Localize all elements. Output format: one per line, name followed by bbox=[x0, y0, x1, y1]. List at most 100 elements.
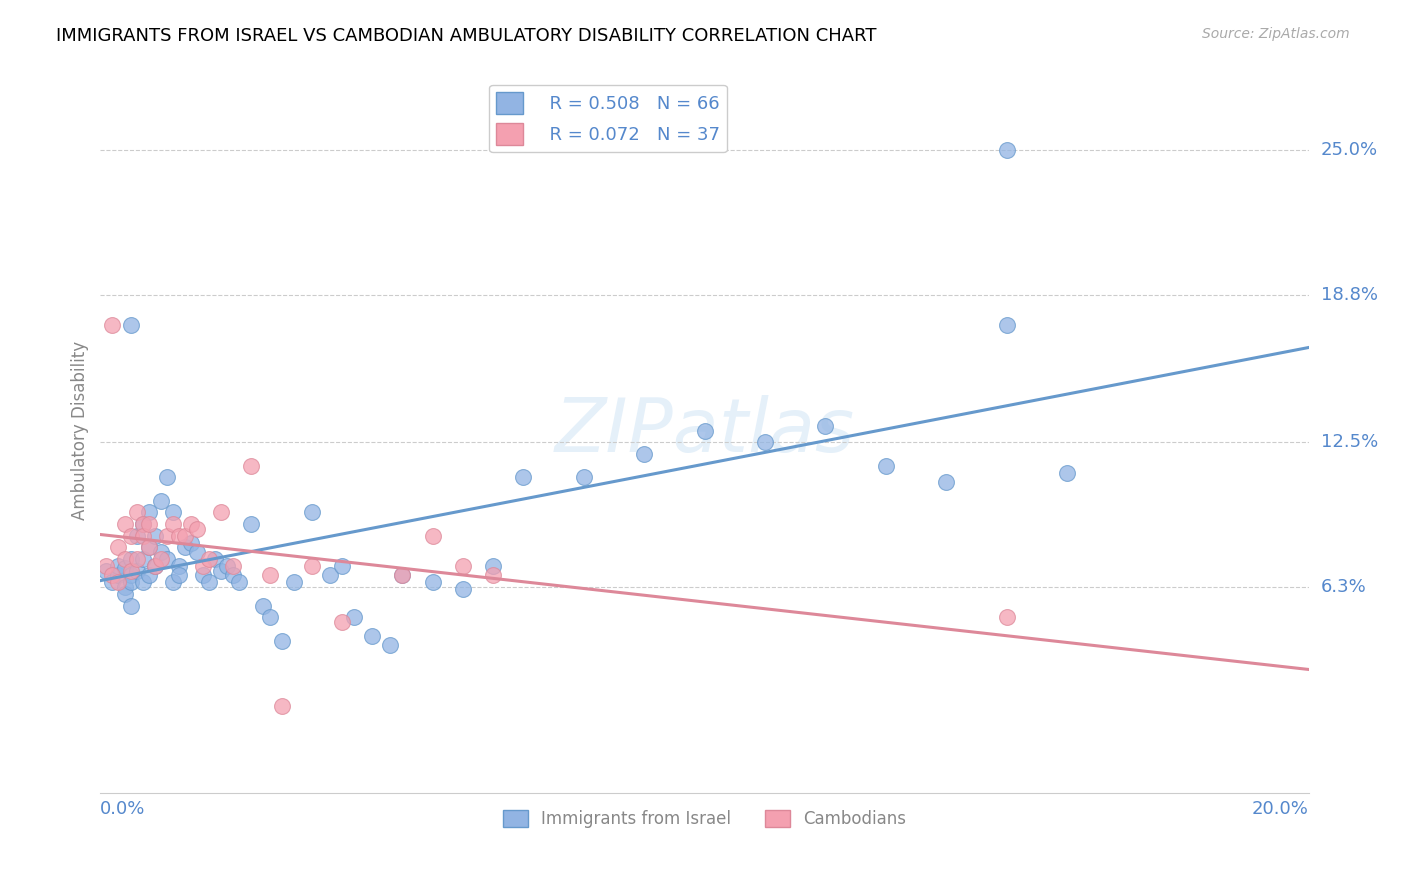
Point bbox=[186, 522, 208, 536]
Point bbox=[114, 516, 136, 531]
Point bbox=[131, 516, 153, 531]
Point bbox=[180, 535, 202, 549]
Point bbox=[995, 610, 1018, 624]
Point bbox=[131, 516, 153, 531]
Point bbox=[131, 552, 153, 566]
Point bbox=[343, 610, 366, 624]
Point bbox=[131, 529, 153, 543]
Point bbox=[156, 552, 179, 566]
Text: ZIPatlas: ZIPatlas bbox=[554, 394, 855, 467]
Point bbox=[120, 318, 142, 333]
Text: 12.5%: 12.5% bbox=[1320, 434, 1378, 451]
Point bbox=[162, 516, 184, 531]
Point bbox=[259, 610, 281, 624]
Text: 25.0%: 25.0% bbox=[1320, 141, 1378, 160]
Point bbox=[114, 580, 136, 594]
Point bbox=[222, 559, 245, 574]
Point bbox=[138, 516, 160, 531]
Point bbox=[330, 615, 353, 629]
Point bbox=[149, 493, 172, 508]
Point bbox=[138, 505, 160, 519]
Point bbox=[422, 529, 444, 543]
Point bbox=[482, 559, 505, 574]
Point bbox=[149, 552, 172, 566]
Point bbox=[120, 575, 142, 590]
Point bbox=[204, 552, 226, 566]
Point bbox=[814, 418, 837, 433]
Point bbox=[125, 564, 148, 578]
Point bbox=[107, 559, 129, 574]
Point bbox=[222, 568, 245, 582]
Point bbox=[995, 318, 1018, 333]
Point bbox=[149, 545, 172, 559]
Point bbox=[96, 559, 118, 574]
Point bbox=[754, 435, 776, 450]
Point bbox=[391, 568, 413, 582]
Point bbox=[935, 475, 957, 489]
Point bbox=[191, 568, 214, 582]
Point bbox=[114, 552, 136, 566]
Point bbox=[125, 552, 148, 566]
Point bbox=[209, 564, 232, 578]
Point bbox=[96, 564, 118, 578]
Point bbox=[283, 575, 305, 590]
Point bbox=[1056, 466, 1078, 480]
Point bbox=[167, 529, 190, 543]
Point bbox=[875, 458, 897, 473]
Point bbox=[162, 505, 184, 519]
Text: 6.3%: 6.3% bbox=[1320, 578, 1367, 596]
Point bbox=[252, 599, 274, 613]
Point bbox=[198, 575, 221, 590]
Text: IMMIGRANTS FROM ISRAEL VS CAMBODIAN AMBULATORY DISABILITY CORRELATION CHART: IMMIGRANTS FROM ISRAEL VS CAMBODIAN AMBU… bbox=[56, 27, 877, 45]
Text: Source: ZipAtlas.com: Source: ZipAtlas.com bbox=[1202, 27, 1350, 41]
Point bbox=[143, 559, 166, 574]
Point bbox=[240, 516, 263, 531]
Point bbox=[186, 545, 208, 559]
Point bbox=[120, 529, 142, 543]
Point bbox=[174, 541, 197, 555]
Point bbox=[572, 470, 595, 484]
Point bbox=[107, 575, 129, 590]
Point bbox=[125, 529, 148, 543]
Point bbox=[114, 561, 136, 575]
Point bbox=[270, 699, 292, 714]
Point bbox=[138, 568, 160, 582]
Point bbox=[162, 575, 184, 590]
Point bbox=[180, 516, 202, 531]
Point bbox=[451, 559, 474, 574]
Point bbox=[319, 568, 342, 582]
Point bbox=[301, 559, 323, 574]
Point bbox=[391, 568, 413, 582]
Point bbox=[156, 529, 179, 543]
Point bbox=[209, 505, 232, 519]
Point bbox=[217, 559, 239, 574]
Point bbox=[259, 568, 281, 582]
Point bbox=[512, 470, 534, 484]
Point bbox=[101, 575, 124, 590]
Point bbox=[101, 568, 124, 582]
Point bbox=[330, 559, 353, 574]
Point bbox=[120, 552, 142, 566]
Point bbox=[270, 633, 292, 648]
Point bbox=[120, 564, 142, 578]
Point bbox=[120, 599, 142, 613]
Point bbox=[167, 559, 190, 574]
Point bbox=[167, 568, 190, 582]
Point bbox=[125, 505, 148, 519]
Point bbox=[451, 582, 474, 597]
Point bbox=[482, 568, 505, 582]
Point bbox=[138, 541, 160, 555]
Point bbox=[361, 629, 384, 643]
Point bbox=[120, 568, 142, 582]
Point bbox=[107, 568, 129, 582]
Point bbox=[191, 559, 214, 574]
Point bbox=[143, 529, 166, 543]
Text: 0.0%: 0.0% bbox=[100, 799, 146, 818]
Point bbox=[693, 424, 716, 438]
Text: 18.8%: 18.8% bbox=[1320, 286, 1378, 304]
Point bbox=[380, 639, 402, 653]
Point bbox=[131, 575, 153, 590]
Point bbox=[228, 575, 250, 590]
Point bbox=[995, 143, 1018, 157]
Point bbox=[107, 541, 129, 555]
